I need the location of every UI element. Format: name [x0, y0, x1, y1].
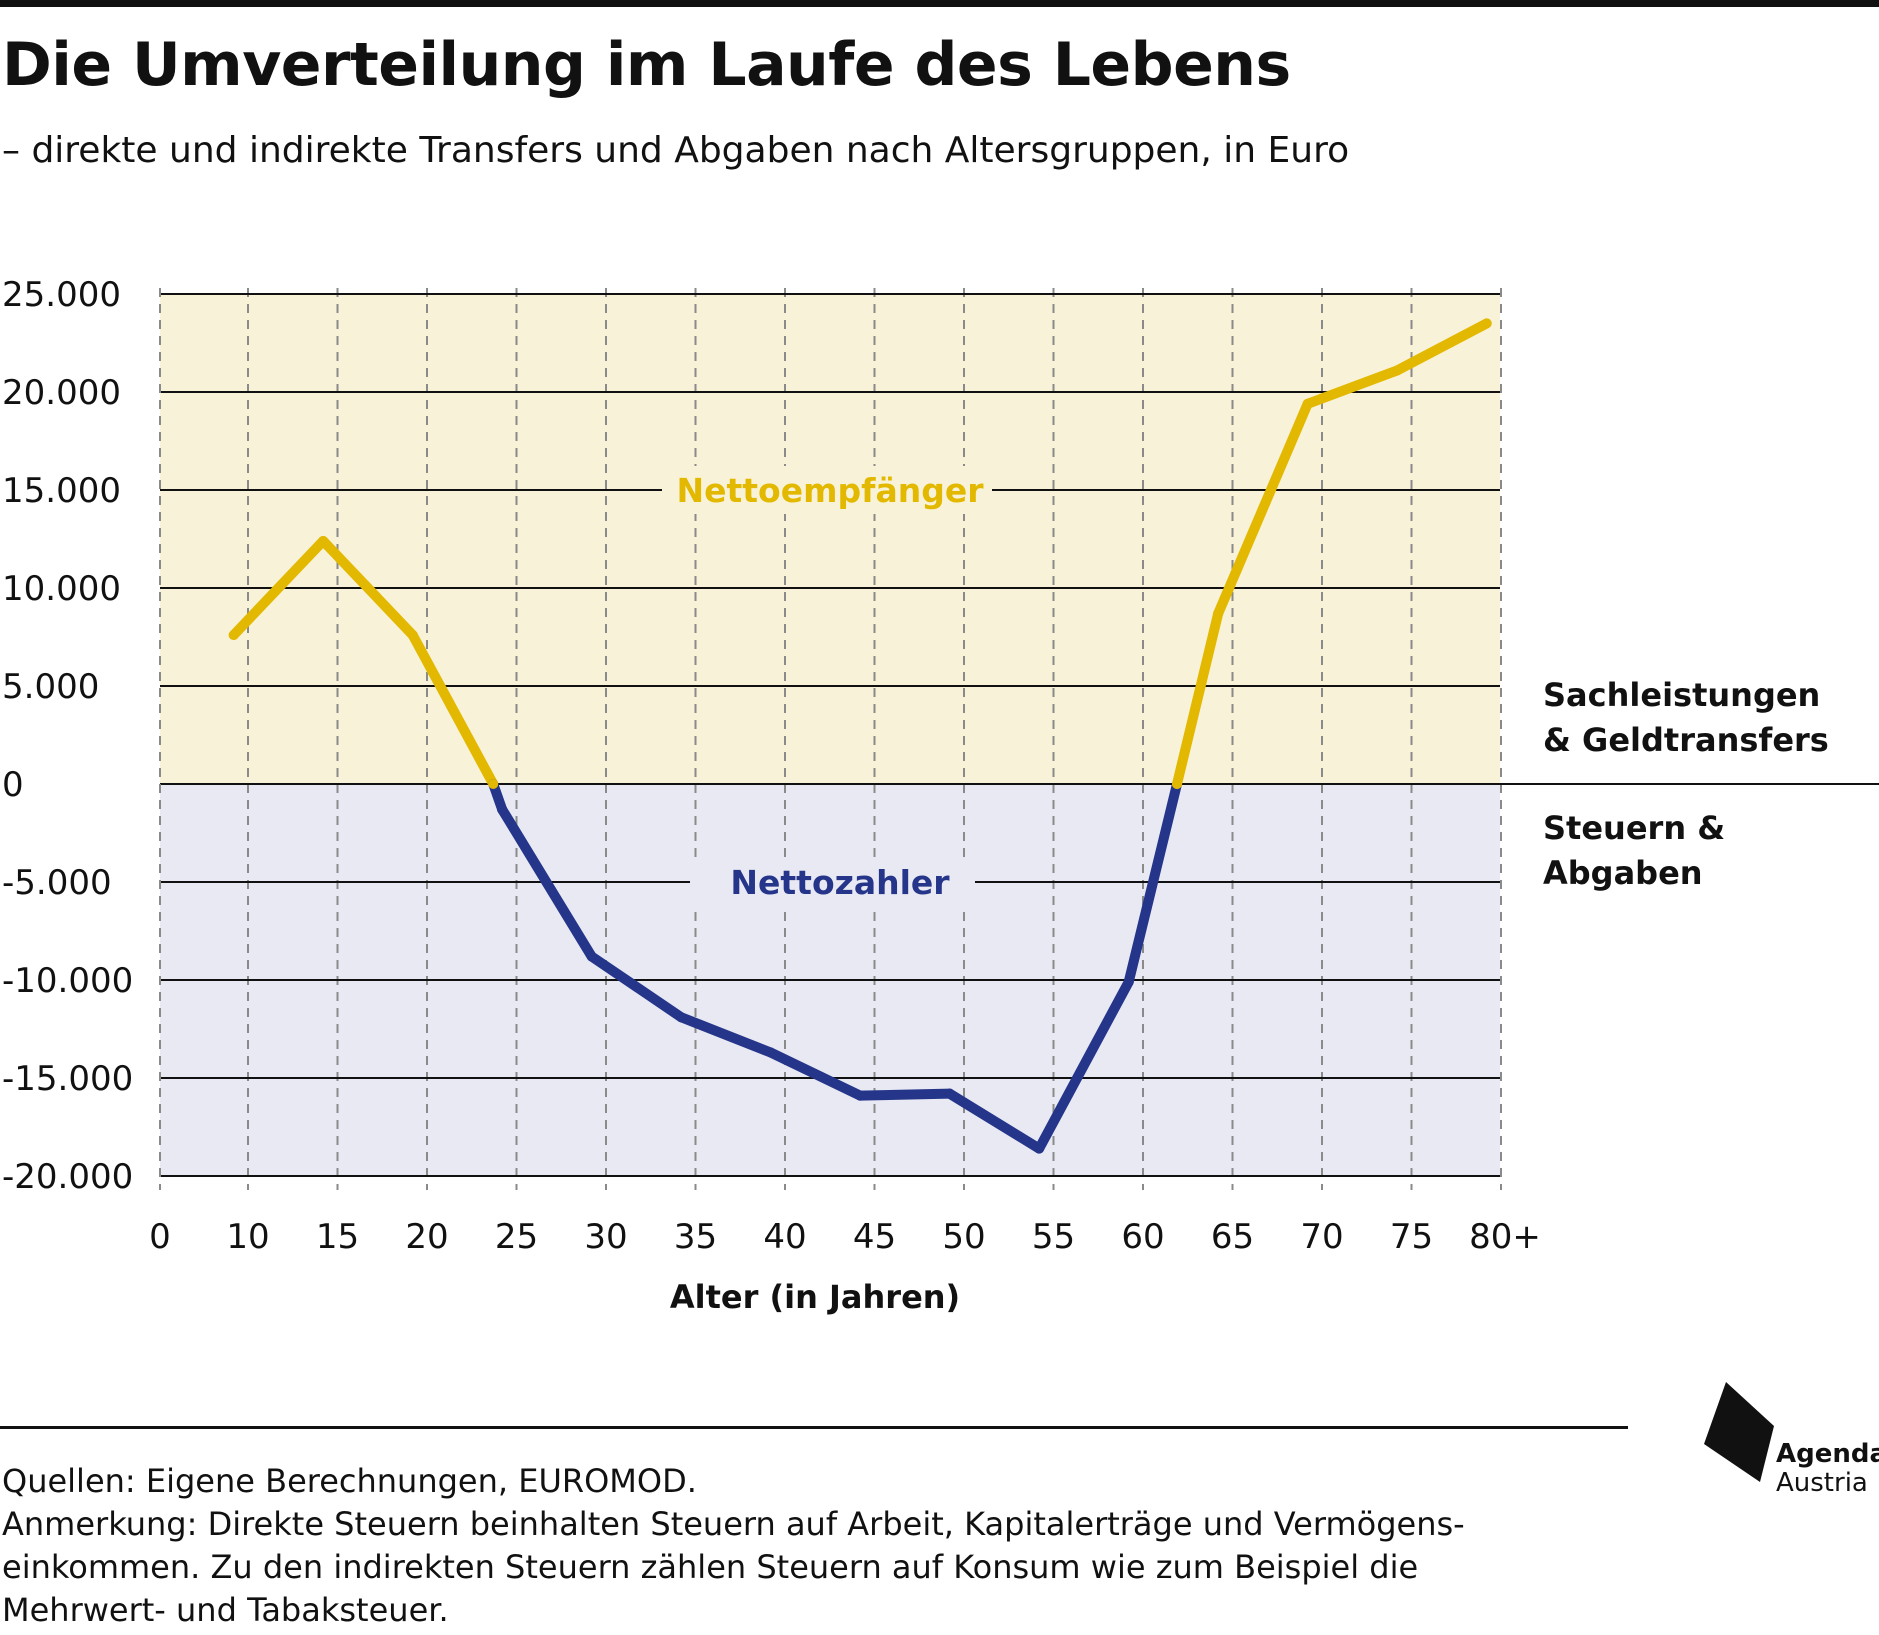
data-point — [488, 779, 499, 789]
annotation-knockout — [690, 858, 975, 906]
data-point — [318, 535, 329, 546]
logo-mark-icon — [1704, 1382, 1774, 1482]
data-point — [1392, 365, 1403, 376]
series-segment-negative — [1123, 779, 1183, 987]
data-point — [407, 630, 418, 641]
annotation-knockout — [662, 466, 992, 514]
annotation-nettozahler: Nettozahler — [730, 863, 950, 902]
series-segment-negative — [765, 1047, 866, 1101]
logo-text-agenda: Agenda — [1776, 1439, 1879, 1469]
data-point — [497, 804, 508, 815]
y-tick-label: 5.000 — [2, 667, 99, 707]
series-segment-negative — [944, 1088, 1045, 1154]
positive-region-band — [160, 294, 1500, 784]
data-point — [1302, 398, 1313, 409]
logo-text-austria: Austria — [1776, 1468, 1868, 1498]
data-point — [1213, 608, 1224, 619]
series-segment-negative — [497, 804, 597, 962]
footnote-block: Quellen: Eigene Berechnungen, EUROMOD. A… — [2, 1460, 1642, 1632]
data-point — [1481, 318, 1492, 329]
series-segment-positive — [318, 535, 418, 641]
x-tick-label: 80+ — [1469, 1217, 1541, 1257]
chart-title: Die Umverteilung im Laufe des Lebens — [2, 30, 1291, 100]
footnote-note-line-1: Anmerkung: Direkte Steuern beinhalten St… — [2, 1505, 1465, 1543]
bottom-rule — [0, 1426, 1628, 1429]
y-tick-label: 25.000 — [2, 275, 121, 315]
right-label-negative-line: Abgaben — [1543, 854, 1703, 892]
x-tick-label: 60 — [1121, 1217, 1164, 1257]
y-tick-label: -20.000 — [2, 1157, 133, 1197]
chart-subtitle: – direkte und indirekte Transfers und Ab… — [2, 130, 1350, 171]
x-tick-label: 75 — [1390, 1217, 1433, 1257]
x-tick-label: 65 — [1211, 1217, 1254, 1257]
data-point — [1123, 976, 1134, 987]
x-tick-label: 55 — [1032, 1217, 1075, 1257]
data-point — [586, 951, 597, 962]
x-tick-label: 30 — [584, 1217, 627, 1257]
data-point — [1172, 779, 1183, 789]
agenda-austria-logo: Agenda Austria — [1700, 1380, 1879, 1500]
line-chart: 25.000 20.000 15.000 10.000 5.000 0 -5.000 -10.… — [2, 275, 1879, 1316]
series-segment-positive — [1213, 398, 1313, 619]
series-segment-positive — [1302, 365, 1403, 409]
x-tick-label: 70 — [1300, 1217, 1343, 1257]
right-label-negative-line: Steuern & — [1543, 809, 1725, 847]
data-point — [228, 630, 239, 641]
footnote-sources: Quellen: Eigene Berechnungen, EUROMOD. — [2, 1462, 697, 1500]
x-tick-label: 45 — [853, 1217, 896, 1257]
footnote-note-line-3: Mehrwert- und Tabaksteuer. — [2, 1591, 449, 1629]
right-label-positive-line: Sachleistungen — [1543, 676, 1820, 714]
x-tick-label: 10 — [226, 1217, 269, 1257]
y-tick-label: 0 — [2, 765, 24, 805]
x-tick-label: 25 — [495, 1217, 538, 1257]
series-segment-positive — [407, 630, 499, 789]
footnote-note-line-2: einkommen. Zu den indirekten Steuern zäh… — [2, 1548, 1419, 1586]
x-axis-label: Alter (in Jahren) — [670, 1278, 960, 1316]
y-tick-label: 10.000 — [2, 569, 121, 609]
data-point — [765, 1047, 776, 1058]
x-tick-label: 35 — [674, 1217, 717, 1257]
series-segment-negative — [676, 1012, 776, 1058]
data-point — [944, 1088, 955, 1099]
y-tick-label: -10.000 — [2, 961, 133, 1001]
data-point — [855, 1090, 866, 1101]
x-tick-label: 15 — [316, 1217, 359, 1257]
data-point — [676, 1012, 687, 1023]
x-tick-label: 20 — [405, 1217, 448, 1257]
series-segment-negative — [855, 1088, 955, 1101]
y-tick-label: -5.000 — [2, 863, 112, 903]
x-tick-label: 0 — [149, 1217, 171, 1257]
y-tick-label: 15.000 — [2, 471, 121, 511]
series-segment-negative — [1034, 976, 1134, 1154]
y-tick-label: 20.000 — [2, 373, 121, 413]
data-point — [1034, 1143, 1045, 1154]
series-segment-positive — [1392, 318, 1492, 376]
annotation-nettoempfaenger: Nettoempfänger — [676, 471, 984, 510]
x-tick-label: 50 — [942, 1217, 985, 1257]
series-segment-positive — [1172, 608, 1224, 789]
y-tick-label: -15.000 — [2, 1059, 133, 1099]
x-tick-label: 40 — [763, 1217, 806, 1257]
top-rule — [0, 0, 1879, 7]
right-label-positive-line: & Geldtransfers — [1543, 721, 1829, 759]
series-segment-negative — [586, 951, 687, 1023]
series-segment-positive — [228, 535, 329, 641]
